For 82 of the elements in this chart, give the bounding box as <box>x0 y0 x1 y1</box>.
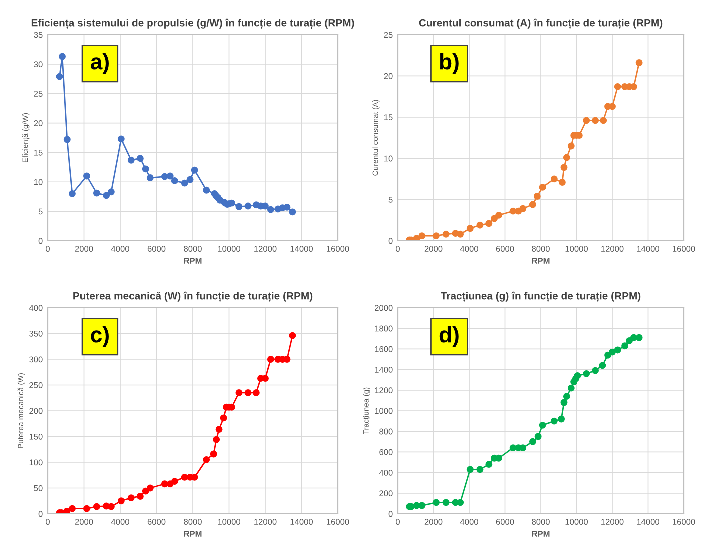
x-tick-label: 0 <box>396 246 400 252</box>
chart-title: Tracțiunea (g) în funcție de turație (RPM) <box>441 292 641 302</box>
y-tick-label: 1200 <box>375 388 393 394</box>
x-tick-label: 8000 <box>184 246 202 252</box>
annotation: d) <box>440 326 459 348</box>
y-tick-label: 1800 <box>375 326 393 332</box>
y-tick-label: 800 <box>380 428 393 435</box>
y-tick-label: 200 <box>30 408 43 414</box>
y-tick-label: 100 <box>30 460 43 466</box>
x-tick-label: 10000 <box>218 246 241 252</box>
y-tick-label: 15 <box>384 114 393 120</box>
y-tick-label: 350 <box>30 330 43 337</box>
y-tick-label: 1400 <box>375 367 393 373</box>
y-tick-label: 600 <box>380 449 393 456</box>
x-tick-label: 16000 <box>327 519 350 525</box>
chart-title: Curentul consumat (A) în funcție de turație (RPM) <box>419 18 663 30</box>
x-tick-label: 6000 <box>148 246 166 252</box>
y-tick-label: 30 <box>34 62 43 68</box>
y-tick-label: 25 <box>384 32 393 38</box>
y-tick-label: 400 <box>29 305 43 312</box>
x-tick-label: 6000 <box>496 246 514 252</box>
x-tick-label: 2000 <box>424 519 443 525</box>
annotation: b) <box>440 53 459 74</box>
x-tick-label: 10000 <box>566 246 588 252</box>
y-tick-label: 0 <box>388 511 393 518</box>
chart-title: Puterea mecanică (W) în funcție de turație (RPM) <box>74 292 313 302</box>
x-tick-label: 4000 <box>111 246 130 252</box>
y-tick-label: 1000 <box>375 408 393 414</box>
x-axis-title: RPM <box>184 531 202 537</box>
x-tick-label: 0 <box>46 246 50 252</box>
annotation: a) <box>90 53 109 74</box>
y-tick-label: 0 <box>38 238 43 244</box>
x-axis-title: RPM <box>532 531 550 537</box>
y-tick-label: 25 <box>34 91 43 97</box>
y-tick-label: 200 <box>380 490 393 496</box>
y-tick-label: 400 <box>379 470 393 476</box>
x-tick-label: 6000 <box>496 519 514 525</box>
y-tick-label: 2000 <box>375 305 393 312</box>
y-tick-label: 20 <box>34 120 43 126</box>
y-tick-label: 10 <box>384 156 393 162</box>
y-tick-label: 0 <box>388 238 393 244</box>
x-tick-label: 2000 <box>75 246 94 252</box>
y-tick-label: 300 <box>30 356 43 363</box>
y-tick-label: 0 <box>38 511 43 518</box>
annotation: c) <box>91 326 109 348</box>
x-tick-label: 4000 <box>460 246 478 252</box>
y-tick-label: 150 <box>30 434 43 440</box>
x-tick-label: 14000 <box>637 519 660 525</box>
x-tick-label: 12000 <box>254 519 277 525</box>
x-tick-label: 8000 <box>532 246 550 252</box>
y-tick-label: 250 <box>30 382 43 388</box>
x-tick-label: 4000 <box>460 519 478 525</box>
x-tick-label: 16000 <box>673 246 696 252</box>
y-tick-label: 50 <box>34 485 43 492</box>
x-tick-label: 14000 <box>290 246 314 252</box>
x-tick-label: 0 <box>46 519 50 525</box>
x-tick-label: 10000 <box>566 519 588 525</box>
chart-title: Eficiența sistemului de propulsie (g/W) în funcție de turație (RPM) <box>32 18 354 30</box>
x-axis-title: RPM <box>532 258 550 264</box>
x-tick-label: 2000 <box>75 519 94 525</box>
x-axis-title: RPM <box>184 258 202 264</box>
y-tick-label: 20 <box>384 73 393 80</box>
x-tick-label: 12000 <box>602 519 624 525</box>
x-tick-label: 0 <box>396 519 400 525</box>
x-tick-label: 14000 <box>290 519 314 525</box>
x-tick-label: 14000 <box>637 246 660 252</box>
x-tick-label: 16000 <box>327 246 350 252</box>
x-tick-label: 16000 <box>673 519 696 525</box>
x-tick-label: 6000 <box>148 519 166 525</box>
x-tick-label: 12000 <box>254 246 277 252</box>
x-tick-label: 4000 <box>111 519 130 525</box>
y-tick-label: 10 <box>34 179 43 186</box>
y-tick-label: 15 <box>34 150 43 156</box>
x-tick-label: 8000 <box>184 519 202 525</box>
x-tick-label: 2000 <box>424 246 443 252</box>
x-tick-label: 12000 <box>602 246 624 252</box>
x-tick-label: 8000 <box>532 519 550 525</box>
y-tick-label: 5 <box>38 208 43 215</box>
y-tick-label: 1600 <box>375 346 393 352</box>
y-tick-label: 5 <box>388 197 393 203</box>
y-tick-label: 35 <box>34 32 43 38</box>
x-tick-label: 10000 <box>218 519 241 525</box>
